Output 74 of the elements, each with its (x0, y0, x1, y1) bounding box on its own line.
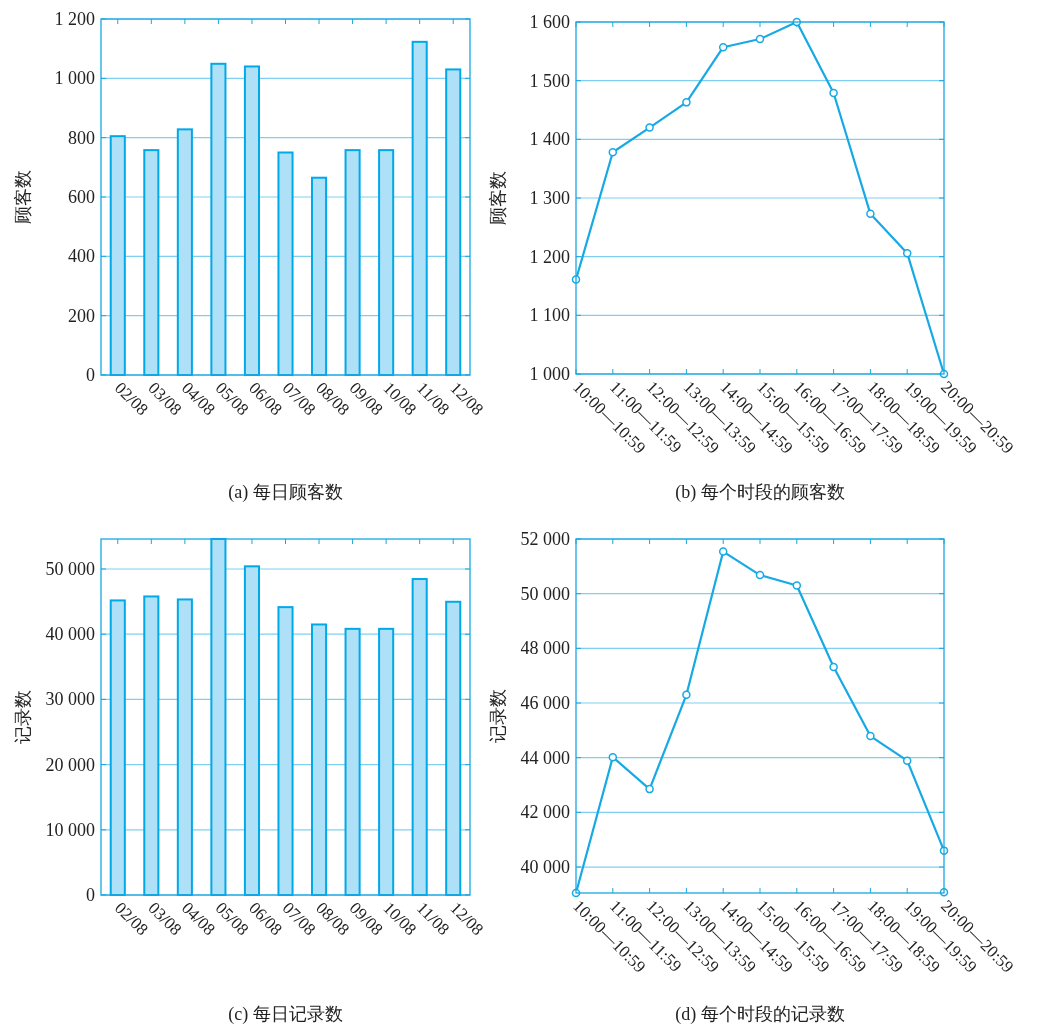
point (829, 662, 838, 672)
bar (176, 598, 193, 896)
y-axis-title: 记录数 (488, 689, 508, 743)
bar (378, 149, 395, 376)
point (866, 731, 875, 741)
point (902, 756, 912, 765)
y-tick-label: 1 400 (529, 129, 570, 150)
bar (344, 149, 361, 376)
bar (109, 135, 126, 376)
y-tick-label: 48 000 (520, 638, 570, 659)
bar (277, 606, 294, 896)
point (645, 123, 654, 132)
y-tick-label: 800 (68, 127, 95, 148)
bar (143, 149, 160, 376)
y-tick-label: 40 000 (45, 624, 95, 645)
y-tick-label: 10 000 (45, 819, 95, 840)
point (718, 42, 728, 52)
point (608, 147, 618, 157)
bar (344, 627, 361, 896)
bar (411, 40, 428, 376)
y-tick-label: 1 500 (529, 70, 570, 91)
bar (311, 176, 328, 376)
y-tick-label: 46 000 (520, 693, 570, 714)
y-tick-label: 400 (68, 246, 95, 267)
y-axis-title: 顾客数 (488, 171, 508, 225)
point (755, 570, 765, 580)
y-axis-title: 记录数 (13, 690, 33, 744)
bar (445, 68, 462, 376)
point (608, 752, 618, 762)
y-tick-label: 30 000 (45, 689, 95, 710)
y-tick-label: 40 000 (520, 857, 570, 878)
bar (109, 599, 126, 896)
point (755, 34, 765, 44)
text: (c) 每日记录数 (228, 1004, 343, 1025)
y-tick-label: 20 000 (45, 754, 95, 775)
y-tick-label: 52 000 (520, 529, 570, 549)
bar (411, 578, 428, 896)
y-axis-title: 顾客数 (13, 170, 33, 224)
bar (210, 538, 227, 896)
bar (176, 128, 193, 376)
bar (210, 62, 227, 376)
y-tick-label: 44 000 (520, 747, 570, 768)
y-tick-label: 1 000 (529, 364, 570, 384)
point (718, 547, 728, 556)
y-tick-label: 0 (86, 885, 95, 905)
point (902, 248, 912, 258)
y-tick-label: 1 600 (529, 12, 570, 32)
text: (b) 每个时段的顾客数 (675, 482, 845, 503)
point (645, 784, 654, 794)
point (792, 581, 802, 590)
point (682, 690, 691, 700)
y-tick-label: 50 000 (520, 583, 570, 604)
y-tick-label: 42 000 (520, 802, 570, 823)
text: (a) 每日顾客数 (228, 482, 343, 503)
point (866, 209, 875, 219)
bar (243, 65, 260, 376)
bar (445, 600, 462, 896)
y-tick-label: 50 000 (45, 558, 95, 579)
y-tick-label: 1 300 (529, 188, 570, 208)
y-tick-label: 200 (68, 305, 95, 326)
y-tick-label: 1 000 (54, 68, 95, 89)
y-tick-label: 1 100 (529, 305, 570, 326)
bar (143, 595, 160, 896)
y-tick-label: 1 200 (529, 246, 570, 267)
y-tick-label: 600 (68, 187, 95, 207)
bar (311, 623, 328, 896)
point (829, 88, 838, 98)
bar (277, 151, 294, 376)
bar (243, 565, 260, 896)
text: (d) 每个时段的记录数 (675, 1004, 845, 1025)
y-tick-label: 1 200 (54, 9, 95, 29)
bar (378, 627, 395, 896)
point (682, 98, 691, 107)
y-tick-label: 0 (86, 365, 95, 385)
